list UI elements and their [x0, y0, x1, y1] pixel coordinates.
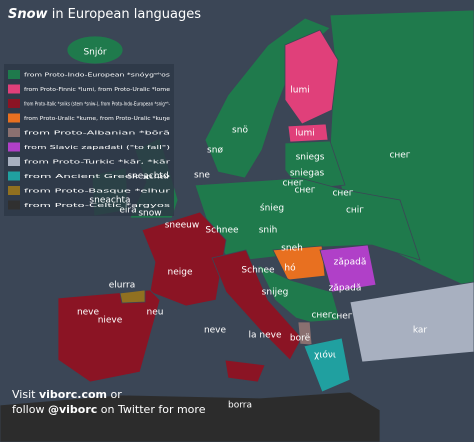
country-label: borë — [290, 334, 311, 344]
legend: from Proto-Indo-European *snóygʷʰos from … — [4, 64, 174, 216]
country-label: Schnee — [241, 266, 275, 276]
footer: follow @viborc on Twitter for more — [12, 403, 206, 416]
footer: Visit viborc.com or — [12, 388, 122, 401]
country-label: zăpadă — [329, 284, 362, 294]
country-label: χιόνι — [314, 350, 336, 361]
legend-swatch — [8, 70, 20, 79]
country-label: снег — [332, 189, 353, 199]
legend-swatch — [8, 186, 20, 195]
legend-label: from Proto-Albanian *bōrā — [24, 131, 170, 137]
legend-label: from Proto-Basque *elhur — [24, 189, 172, 195]
country-label: borra — [228, 401, 252, 411]
legend-swatch — [8, 84, 20, 94]
country-label: сніг — [346, 206, 364, 216]
legend-label: from Ancient Greek χιών — [24, 173, 170, 180]
country-label: снег — [389, 151, 410, 161]
legend-label: from Proto-Italic *sniks (stem *sniw-), … — [24, 101, 170, 108]
country-label: neu — [147, 308, 164, 318]
country-label: eira — [119, 206, 136, 216]
country-label: zăpadă — [334, 258, 367, 268]
country-label: sne — [194, 171, 210, 181]
country-label: снег — [294, 186, 315, 196]
country-label: kar — [413, 326, 428, 336]
legend-label: from Proto-Finnic *lumi, from Proto-Ural… — [24, 87, 171, 93]
country-label: nieve — [98, 316, 123, 326]
country-label: śnieg — [260, 203, 284, 214]
country-label: snow — [138, 209, 161, 219]
country-label: sneh — [281, 244, 303, 254]
country-label: sneeuw — [165, 221, 200, 231]
country-label: snijeg — [262, 288, 289, 298]
legend-box — [4, 64, 174, 216]
country-label: lumi — [290, 86, 309, 96]
country-label: sneachta — [89, 196, 130, 206]
country-label: neve — [77, 308, 100, 318]
country-label: снег — [331, 312, 352, 322]
country-label: snö — [232, 126, 248, 136]
country-label: lumi — [295, 129, 314, 139]
legend-label: from Slavic zapadati ("to fall") — [24, 145, 170, 151]
legend-swatch — [8, 157, 20, 166]
title: Snow in European languages — [8, 7, 201, 22]
country-label: sneachtd — [127, 172, 168, 182]
country-label: elurra — [109, 281, 136, 291]
country-label: снег — [311, 311, 332, 321]
country-label: Schnee — [205, 226, 239, 236]
legend-swatch — [8, 200, 20, 210]
country-label: snø — [207, 146, 223, 156]
legend-swatch — [8, 99, 20, 108]
country-label: neve — [204, 326, 227, 336]
legend-label: from Proto-Celtic *argyos — [24, 203, 170, 209]
country-label: sniegs — [296, 153, 325, 163]
legend-label: from Proto-Indo-European *snóygʷʰos — [24, 72, 170, 79]
country-label: sniegas — [290, 169, 325, 179]
legend-swatch — [8, 142, 20, 152]
legend-swatch — [8, 113, 20, 123]
country-label: снег — [282, 179, 303, 189]
legend-swatch — [8, 171, 20, 181]
country-label: la neve — [249, 331, 282, 341]
country-label: Snjór — [83, 47, 106, 58]
legend-label: from Proto-Turkic *kār, *kār — [24, 160, 171, 166]
legend-swatch — [8, 128, 20, 137]
land — [0, 9, 474, 442]
country-label: hó — [284, 263, 296, 274]
country-label: neige — [168, 268, 193, 278]
country-label: snih — [259, 226, 278, 236]
legend-label: from Proto-Uralic *kume, from Proto-Ural… — [24, 116, 171, 122]
